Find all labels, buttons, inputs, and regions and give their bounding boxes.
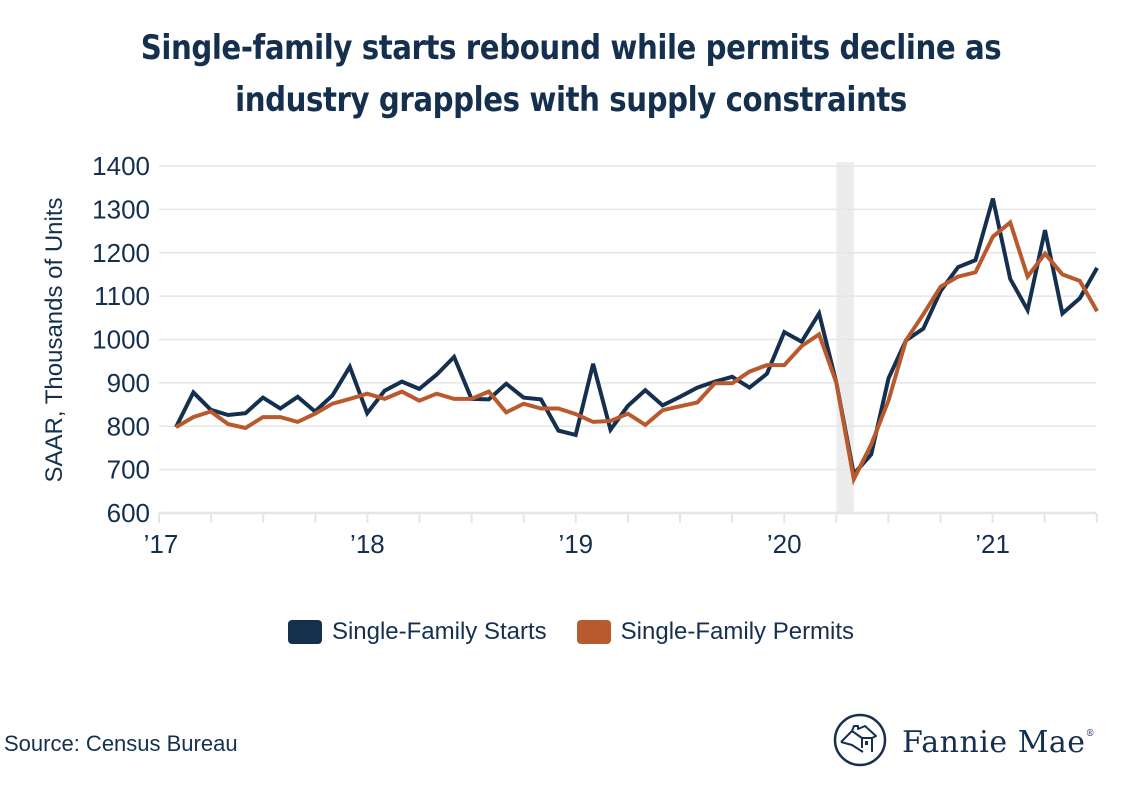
house-circle-icon: [832, 712, 888, 773]
legend-swatch-starts: [287, 620, 322, 644]
y-tick-label: 1100: [94, 281, 150, 311]
legend-label-starts: Single-Family Starts: [331, 618, 547, 645]
chart-title-line-1: Single-family starts rebound while permi…: [140, 28, 1002, 68]
legend-item-permits[interactable]: Single-Family Permits: [576, 618, 855, 646]
x-tick-label: ’18: [350, 529, 385, 559]
source-note: Source: Census Bureau: [4, 731, 238, 756]
y-tick-label: 800: [107, 411, 150, 441]
x-tick-label: ’21: [975, 529, 1010, 559]
legend-item-starts[interactable]: Single-Family Starts: [287, 618, 547, 646]
x-tick-label: ’20: [767, 529, 802, 559]
chart-title: Single-family starts rebound while permi…: [0, 22, 1142, 126]
x-tick-label: ’19: [558, 529, 593, 559]
logo-text: Fannie Mae: [902, 725, 1086, 760]
y-tick-label: 1400: [92, 151, 150, 181]
y-tick-label: 700: [107, 455, 150, 485]
legend: Single-Family Starts Single-Family Permi…: [0, 618, 1142, 646]
legend-label-permits: Single-Family Permits: [620, 618, 855, 645]
y-axis-label: SAAR, Thousands of Units: [41, 197, 68, 482]
series-line-permits: [175, 218, 1099, 486]
x-tick-label: ’17: [144, 529, 179, 559]
registered-mark: ®: [1085, 729, 1096, 739]
fannie-mae-logo: Fannie Mae®: [832, 712, 1095, 773]
line-chart: 600 700 800 900 1000 1100 1200 1300 1400 ’17 ’18 ’…: [41, 151, 1099, 559]
y-tick-label: 1200: [92, 238, 150, 268]
logo-wordmark: Fannie Mae®: [902, 725, 1095, 760]
y-tick-label: 600: [107, 498, 150, 528]
recession-band: [836, 162, 854, 513]
legend-swatch-permits: [576, 620, 611, 644]
y-tick-label: 900: [107, 368, 150, 398]
y-tick-label: 1000: [92, 325, 150, 355]
series-line-starts: [174, 197, 1099, 479]
chart-title-line-2: industry grapples with supply constraint…: [235, 80, 907, 120]
y-tick-label: 1300: [92, 194, 150, 224]
